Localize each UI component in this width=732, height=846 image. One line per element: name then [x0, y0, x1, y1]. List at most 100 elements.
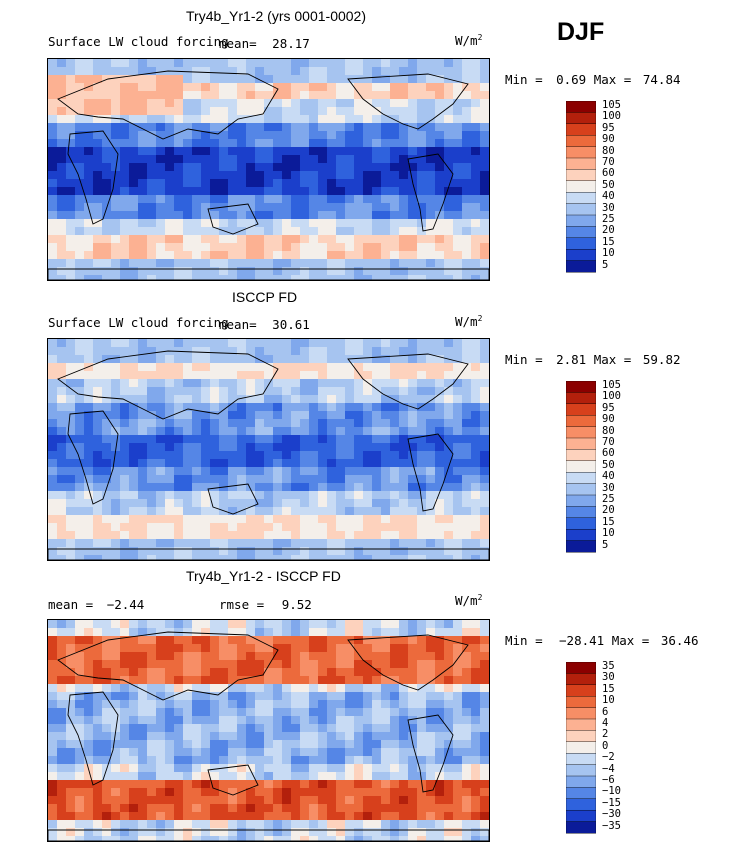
panel-3-field-cell — [147, 764, 157, 773]
panel-3-field-cell — [192, 676, 202, 685]
panel-3-field-cell — [219, 676, 229, 685]
panel-1-field-cell — [318, 227, 328, 236]
panel-2-field-cell — [453, 547, 463, 556]
panel-1-field-cell — [363, 99, 373, 108]
panel-3-field-cell — [111, 804, 121, 813]
panel-1-field-cell — [273, 99, 283, 108]
panel-2-field-cell — [318, 459, 328, 468]
panel-3-colorbar-label: 2 — [602, 728, 609, 741]
panel-3-field-cell — [165, 732, 175, 741]
panel-1-field-cell — [408, 75, 418, 84]
panel-2-field-cell — [399, 555, 409, 560]
panel-3-field-cell — [84, 620, 94, 629]
panel-1-field-cell — [246, 67, 256, 76]
panel-1-field-cell — [66, 163, 76, 172]
panel-1-field-cell — [363, 83, 373, 92]
panel-2-field-cell — [156, 451, 166, 460]
panel-3-field-cell — [444, 652, 454, 661]
panel-3-field-cell — [417, 620, 427, 629]
panel-1-field-cell — [381, 203, 391, 212]
panel-2-field-cell — [300, 339, 310, 348]
panel-3-field-cell — [390, 676, 400, 685]
panel-3-field-cell — [291, 780, 301, 789]
panel-3-field-cell — [210, 756, 220, 765]
panel-3-field-cell — [390, 700, 400, 709]
panel-3-field-cell — [336, 820, 346, 829]
panel-2-field-cell — [381, 379, 391, 388]
panel-1-field-cell — [228, 75, 238, 84]
panel-2-field-cell — [228, 555, 238, 560]
panel-2-field-cell — [129, 403, 139, 412]
panel-1-field-cell — [282, 107, 292, 116]
panel-1-field-cell — [165, 219, 175, 228]
panel-2-field-cell — [264, 515, 274, 524]
panel-1-field-cell — [309, 211, 319, 220]
panel-1-field-cell — [363, 75, 373, 84]
panel-2-field-cell — [462, 395, 472, 404]
panel-2-field-cell — [390, 347, 400, 356]
panel-3-field-cell — [417, 756, 427, 765]
panel-1-field-cell — [210, 115, 220, 124]
panel-3-field-cell — [399, 764, 409, 773]
panel-2-field-cell — [255, 531, 265, 540]
panel-2-field-cell — [399, 427, 409, 436]
panel-1-field-cell — [282, 139, 292, 148]
panel-3-field-cell — [120, 828, 130, 837]
panel-2-field-cell — [300, 451, 310, 460]
panel-1-field-cell — [480, 203, 489, 212]
panel-1-field-cell — [237, 227, 247, 236]
panel-3-field-cell — [273, 652, 283, 661]
panel-2-field-cell — [435, 515, 445, 524]
panel-3-field-cell — [282, 796, 292, 805]
panel-3-field-cell — [120, 780, 130, 789]
panel-1-field-cell — [354, 115, 364, 124]
panel-3-field-cell — [282, 724, 292, 733]
panel-3-field-cell — [174, 724, 184, 733]
panel-3-field-cell — [138, 820, 148, 829]
panel-3-field-cell — [228, 812, 238, 821]
panel-3-field-cell — [111, 772, 121, 781]
panel-3-field-cell — [381, 620, 391, 629]
panel-2-field-cell — [282, 483, 292, 492]
panel-2-field-cell — [309, 355, 319, 364]
panel-2-field-cell — [309, 427, 319, 436]
panel-1-field-cell — [156, 211, 166, 220]
panel-2-field-cell — [291, 411, 301, 420]
panel-2-field-cell — [399, 491, 409, 500]
panel-3-field-cell — [174, 820, 184, 829]
panel-2-field-cell — [363, 459, 373, 468]
panel-3-field-cell — [84, 724, 94, 733]
panel-2-field-cell — [219, 427, 229, 436]
panel-1-field-cell — [408, 83, 418, 92]
panel-2-field-cell — [435, 483, 445, 492]
panel-3-field-cell — [219, 628, 229, 637]
panel-1-field-cell — [210, 243, 220, 252]
panel-1-field-cell — [345, 115, 355, 124]
panel-1-field-cell — [291, 187, 301, 196]
panel-3-field-cell — [300, 732, 310, 741]
panel-1-field-cell — [174, 187, 184, 196]
panel-1-field-cell — [174, 123, 184, 132]
panel-1-field-cell — [354, 211, 364, 220]
panel-3-field-cell — [345, 660, 355, 669]
panel-1-field-cell — [273, 259, 283, 268]
panel-2-field-cell — [435, 531, 445, 540]
panel-2-field-cell — [273, 507, 283, 516]
panel-2-field-cell — [264, 483, 274, 492]
panel-3-field-cell — [453, 692, 463, 701]
panel-3-field-cell — [129, 828, 139, 837]
panel-2-field-cell — [210, 539, 220, 548]
panel-1-field-cell — [381, 91, 391, 100]
panel-1-field-cell — [129, 139, 139, 148]
panel-1-field-cell — [219, 267, 229, 276]
panel-3-field-cell — [156, 636, 166, 645]
panel-3-field-cell — [138, 748, 148, 757]
panel-1-field-cell — [399, 155, 409, 164]
panel-1-field-cell — [66, 187, 76, 196]
panel-3-field-cell — [462, 796, 472, 805]
panel-2-field-cell — [345, 499, 355, 508]
panel-2-field-cell — [201, 507, 211, 516]
panel-3-field-cell — [129, 772, 139, 781]
panel-3-field-cell — [327, 692, 337, 701]
panel-2-field-cell — [417, 515, 427, 524]
